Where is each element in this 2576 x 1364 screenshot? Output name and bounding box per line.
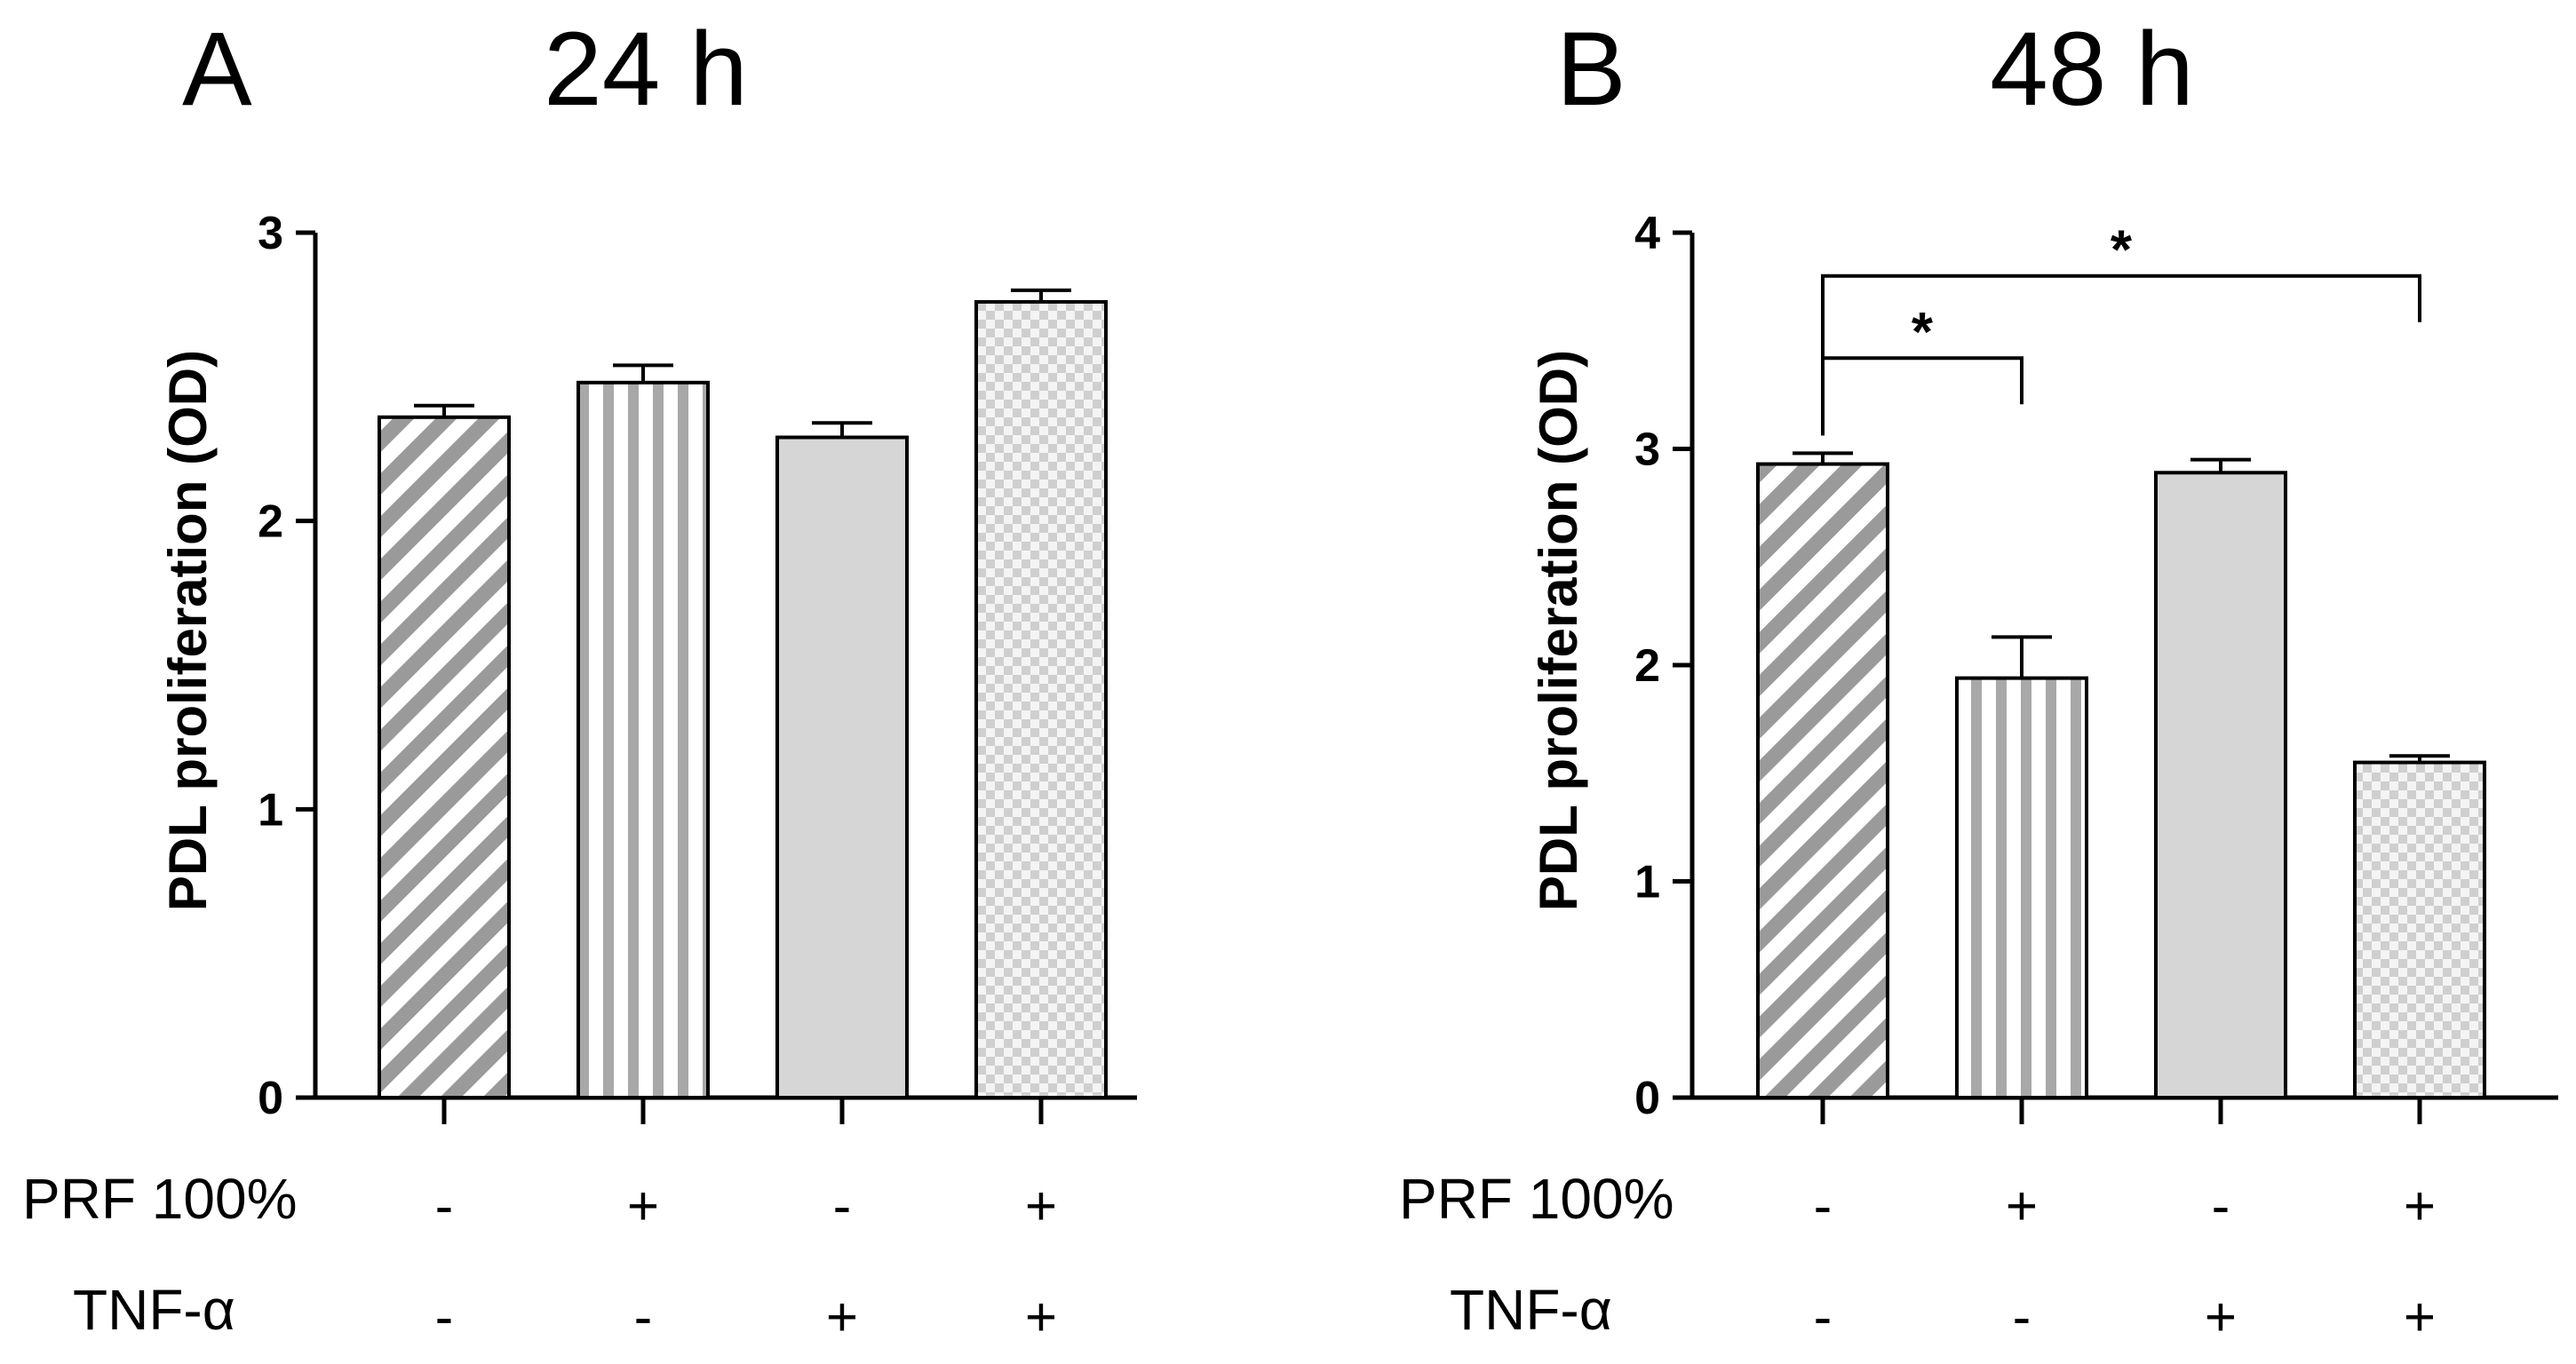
chart-title: 24 h [544,11,748,128]
row-label-tnf: TNF-α [1450,1278,1612,1342]
sign-label: + [1025,1287,1057,1348]
sign-label: - [435,1176,454,1237]
chart-title: 48 h [1990,11,2194,128]
significance-bracket [1821,356,2023,436]
sign-label: + [627,1176,659,1237]
sign-label: - [634,1287,653,1348]
plot-area: 0 1 2 3 - + - + - - + + [258,208,1137,1348]
bar [974,299,1108,1100]
sign-label: + [1025,1176,1057,1237]
row-label-prf: PRF 100% [22,1167,297,1231]
plot-area: 0 1 2 3 4 - + - + - - + + * * [1634,208,2558,1348]
panel-letter: B [1556,11,1626,128]
bar [378,415,511,1099]
row-label-prf: PRF 100% [1399,1167,1674,1231]
sign-label: + [2404,1176,2436,1237]
significance-star: * [2111,220,2133,282]
panel-letter: A [182,11,252,128]
y-axis-label: PDL proliferation (OD) [158,350,218,911]
panel-b: B 48 h PDL proliferation (OD) PRF 100% T… [1399,11,2558,1348]
y-tick-label: 3 [258,208,283,259]
bar [775,435,909,1100]
sign-label: - [1814,1287,1833,1348]
bar [1955,676,2088,1099]
bar [2154,471,2287,1099]
sign-label: + [2205,1287,2237,1348]
y-tick-label: 1 [258,784,283,836]
y-tick-label: 3 [1634,424,1660,476]
sign-label: - [833,1176,852,1237]
panel-a: A 24 h PDL proliferation (OD) PRF 100% T… [22,11,1137,1348]
y-axis-label: PDL proliferation (OD) [1529,350,1588,911]
significance-bracket [1821,274,2421,436]
sign-label: + [2006,1176,2038,1237]
sign-label: - [1814,1176,1833,1237]
bar [2353,760,2486,1099]
sign-label: - [435,1287,454,1348]
y-tick-label: 1 [1634,857,1660,908]
sign-label: - [2013,1287,2031,1348]
bar [576,380,710,1099]
y-tick-label: 2 [1634,640,1660,692]
bar [1756,462,1889,1099]
y-tick-label: 0 [258,1073,283,1124]
sign-label: + [2404,1287,2436,1348]
y-tick-label: 2 [258,496,283,548]
significance-star: * [1912,302,1934,363]
y-tick-label: 4 [1634,208,1660,259]
sign-label: + [826,1287,858,1348]
y-tick-label: 0 [1634,1073,1660,1124]
row-label-tnf: TNF-α [73,1278,235,1342]
sign-label: - [2212,1176,2230,1237]
